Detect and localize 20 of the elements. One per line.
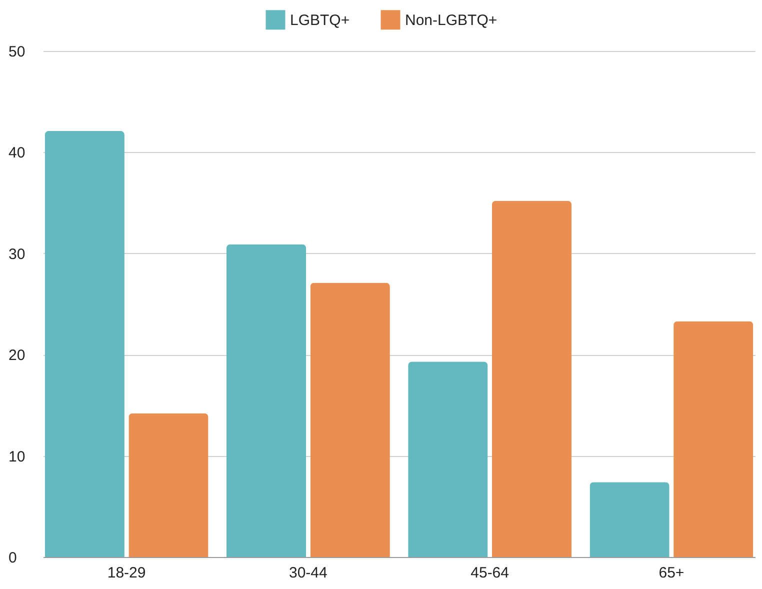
x-tick-label: 65+ xyxy=(658,564,684,582)
y-tick-label: 20 xyxy=(8,347,26,364)
bar xyxy=(44,130,124,557)
x-tick-label: 30-44 xyxy=(288,564,328,582)
bar xyxy=(590,482,670,557)
legend-label: LGBTQ+ xyxy=(290,12,350,29)
legend-label: Non-LGBTQ+ xyxy=(405,12,498,29)
bar xyxy=(408,362,488,557)
y-tick-label: 40 xyxy=(8,144,26,162)
y-tick-label: 10 xyxy=(8,448,26,466)
x-tick-label: 45-64 xyxy=(470,564,510,582)
y-tick-label: 50 xyxy=(8,44,26,60)
bar xyxy=(674,321,754,557)
bar xyxy=(310,282,390,557)
x-tick-label: 18-29 xyxy=(107,564,146,582)
bar xyxy=(492,200,572,557)
y-tick-label: 0 xyxy=(8,550,17,566)
y-tick-label: 30 xyxy=(8,246,26,263)
bar xyxy=(128,413,208,557)
bar xyxy=(226,244,306,557)
